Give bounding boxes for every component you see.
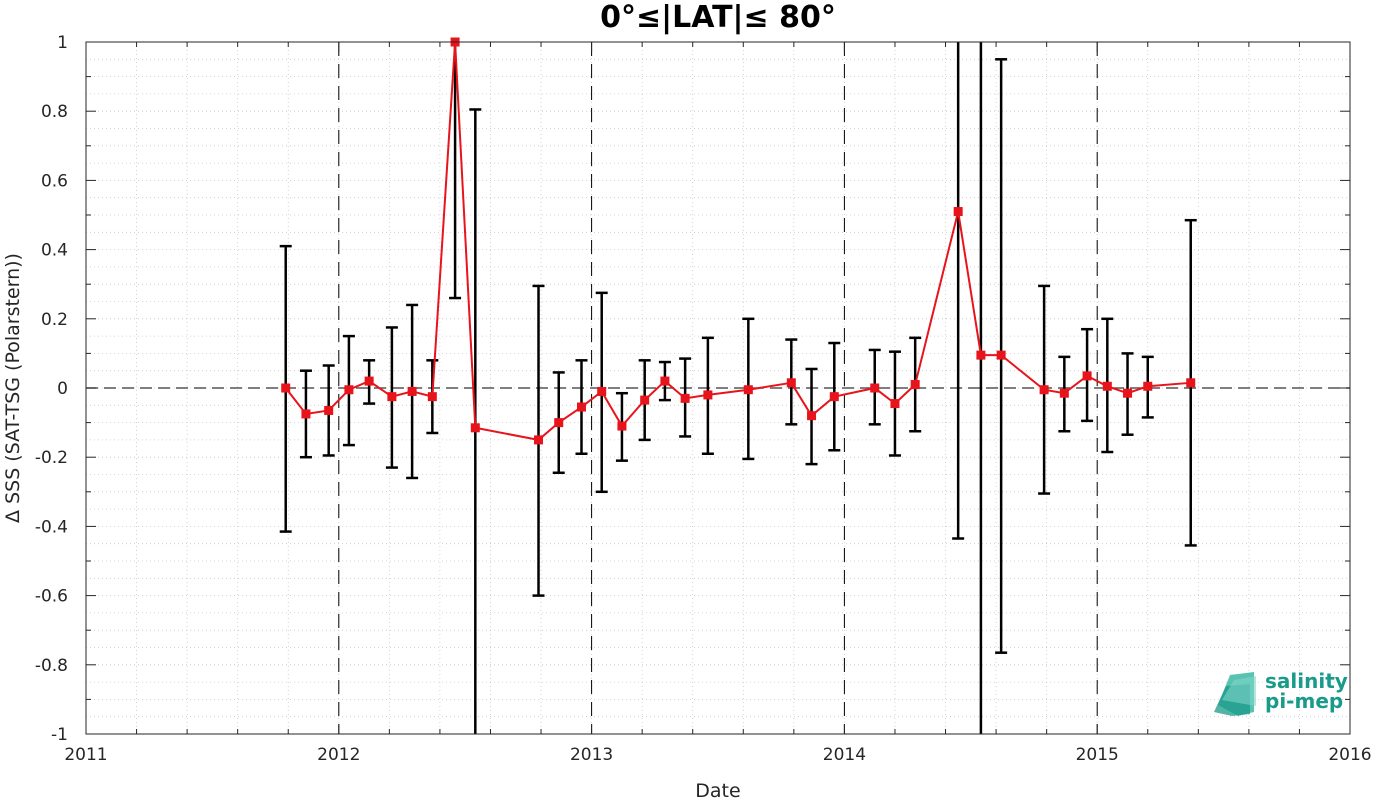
data-point xyxy=(344,385,354,395)
data-point xyxy=(786,378,796,388)
x-tick-label: 2011 xyxy=(64,745,107,765)
grid xyxy=(85,41,1351,735)
data-point xyxy=(1102,381,1112,391)
y-tick-label: -0.6 xyxy=(35,587,68,607)
data-point xyxy=(1143,381,1153,391)
data-point xyxy=(470,423,480,433)
data-point xyxy=(660,376,670,386)
chart-title: 0°≤|LAT|≤ 80° xyxy=(600,0,836,35)
y-tick-label: -1 xyxy=(51,725,68,745)
series-markers xyxy=(281,37,1196,445)
y-tick-label: 0.8 xyxy=(41,102,68,122)
y-tick-label: -0.8 xyxy=(35,656,68,676)
data-point xyxy=(829,392,839,402)
data-point xyxy=(1123,388,1133,398)
data-point xyxy=(890,399,900,409)
y-tick-label: 0.6 xyxy=(41,171,68,191)
data-point xyxy=(407,386,417,396)
x-tick-label: 2016 xyxy=(1328,745,1371,765)
y-tick-labels: 1 0.8 0.6 0.4 0.2 0 -0.2 -0.4 -0.6 -0.8 -1 xyxy=(35,33,68,745)
logo-wave-icon xyxy=(1214,672,1256,716)
data-point xyxy=(976,350,986,360)
data-point xyxy=(324,405,334,415)
data-point xyxy=(597,386,607,396)
data-point xyxy=(1082,371,1092,381)
data-point xyxy=(554,418,564,428)
x-axis-label: Date xyxy=(695,780,740,801)
data-point xyxy=(301,409,311,419)
axis-ticks xyxy=(85,41,1351,735)
data-point xyxy=(617,421,627,431)
logo-line-1: salinity xyxy=(1265,669,1348,693)
data-point xyxy=(703,390,713,400)
y-tick-label: -0.4 xyxy=(35,517,68,537)
logo-line-2: pi-mep xyxy=(1265,689,1343,713)
y-tick-label: 0.4 xyxy=(41,241,68,261)
data-point xyxy=(576,402,586,412)
y-tick-label: 0.2 xyxy=(41,310,68,330)
x-tick-label: 2015 xyxy=(1076,745,1119,765)
data-point xyxy=(807,411,817,421)
data-point xyxy=(364,376,374,386)
data-point xyxy=(534,435,544,445)
x-tick-label: 2013 xyxy=(570,745,613,765)
data-point xyxy=(996,350,1006,360)
year-separators xyxy=(338,42,1098,734)
data-point xyxy=(281,383,291,393)
data-point xyxy=(870,383,880,393)
data-point xyxy=(1186,378,1196,388)
salinity-pi-mep-logo: salinity pi-mep xyxy=(1214,669,1348,716)
x-tick-label: 2012 xyxy=(317,745,360,765)
y-tick-label: 1 xyxy=(57,33,68,53)
data-point xyxy=(427,392,437,402)
data-point xyxy=(743,385,753,395)
x-tick-label: 2014 xyxy=(823,745,866,765)
y-tick-label: 0 xyxy=(57,379,68,399)
data-point xyxy=(640,395,650,405)
data-point xyxy=(1059,388,1069,398)
y-tick-label: -0.2 xyxy=(35,448,68,468)
error-bar xyxy=(952,42,965,540)
x-tick-labels: 2011 2012 2013 2014 2015 2016 xyxy=(64,745,1371,765)
data-point xyxy=(910,380,920,390)
y-axis-label: Δ SSS (SAT-TSG (Polarstern)) xyxy=(2,253,24,523)
data-point xyxy=(387,392,397,402)
data-point xyxy=(680,393,690,403)
error-bar xyxy=(449,42,462,300)
data-point xyxy=(1039,385,1049,395)
data-point xyxy=(953,207,963,217)
